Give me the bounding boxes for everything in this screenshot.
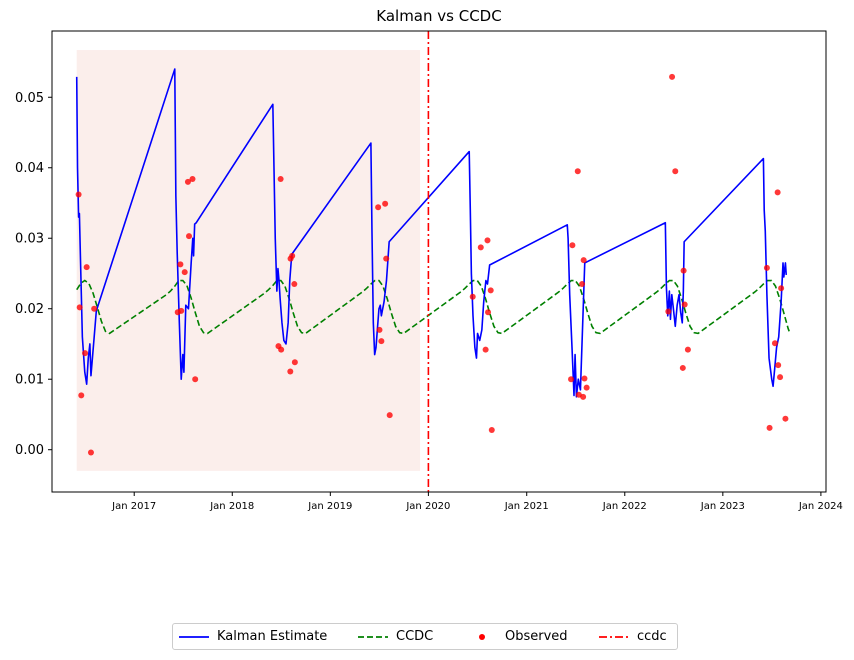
y-tick-label: 0.03 — [15, 232, 44, 247]
observed-point — [681, 301, 688, 308]
observed-point — [569, 242, 576, 249]
x-tick-label: Jan 2024 — [798, 501, 843, 512]
y-tick-label: 0.02 — [15, 302, 44, 317]
observed-point — [378, 338, 385, 345]
observed-point — [277, 176, 284, 183]
observed-point — [488, 426, 495, 433]
y-tick-label: 0.04 — [15, 161, 44, 176]
observed-point — [482, 346, 489, 353]
observed-point — [291, 359, 298, 366]
legend-marker-observed — [479, 633, 485, 640]
observed-point — [680, 267, 687, 274]
legend-label-kalman: Kalman Estimate — [217, 629, 328, 644]
observed-point — [583, 384, 590, 391]
observed-point — [192, 376, 199, 383]
observed-point — [568, 376, 575, 383]
observed-point — [778, 285, 785, 292]
observed-point — [580, 393, 587, 400]
observed-point — [679, 364, 686, 371]
observed-point — [75, 191, 82, 198]
observed-point — [477, 244, 484, 251]
observed-point — [82, 350, 89, 357]
observed-point — [777, 374, 784, 381]
observed-point — [574, 168, 581, 175]
x-tick-label: Jan 2017 — [111, 501, 156, 512]
legend-item-observed: Observed — [467, 624, 568, 649]
observed-point — [76, 304, 83, 311]
observed-point — [766, 424, 773, 431]
observed-point — [83, 264, 90, 271]
observed-point — [189, 176, 196, 183]
observed-point — [484, 237, 491, 244]
observed-point — [782, 415, 789, 422]
legend-item-kalman: Kalman Estimate — [179, 624, 327, 649]
observed-point — [78, 392, 85, 399]
legend-label-ccdc-vline: ccdc — [637, 629, 667, 644]
observed-point — [672, 168, 679, 175]
legend-marker-kalman — [179, 635, 209, 638]
x-tick-label: Jan 2021 — [504, 501, 549, 512]
legend-marker-ccdc-vline — [599, 635, 629, 638]
observed-point — [177, 261, 184, 268]
observed-point — [386, 412, 393, 419]
observed-point — [774, 189, 781, 196]
x-tick-label: Jan 2019 — [307, 501, 352, 512]
observed-point — [91, 305, 98, 312]
series-line-ccdc — [76, 279, 790, 335]
x-tick-label: Jan 2022 — [602, 501, 647, 512]
legend-item-ccdc-vline: ccdc — [599, 624, 667, 649]
observed-point — [771, 340, 778, 347]
x-tick-label: Jan 2020 — [405, 501, 450, 512]
observed-point — [487, 287, 494, 294]
x-tick-label: Jan 2023 — [700, 501, 745, 512]
observed-point — [469, 293, 476, 300]
observed-point — [184, 178, 191, 185]
series-line-kalman — [75, 68, 788, 398]
y-tick-label: 0.01 — [15, 373, 44, 388]
observed-point — [376, 326, 383, 333]
plot-frame — [51, 30, 827, 493]
observed-point — [382, 200, 389, 207]
observed-point — [485, 309, 492, 316]
legend-label-ccdc: CCDC — [396, 629, 434, 644]
observed-point — [289, 252, 296, 259]
observed-point — [579, 281, 586, 288]
legend-marker-ccdc — [358, 635, 388, 638]
observed-point — [763, 264, 770, 271]
shaded-region — [76, 50, 421, 471]
x-tick-label: Jan 2018 — [209, 501, 254, 512]
observed-point — [181, 269, 188, 276]
chart-legend: Kalman Estimate CCDC Observed ccdc — [172, 623, 678, 650]
chart-title: Kalman vs CCDC — [376, 7, 501, 25]
legend-label-observed: Observed — [505, 629, 568, 644]
observed-point — [186, 233, 193, 240]
observed-point — [684, 346, 691, 353]
observed-point — [178, 307, 185, 314]
observed-point — [775, 362, 782, 369]
y-tick-label: 0.00 — [15, 443, 44, 458]
legend-item-ccdc: CCDC — [358, 624, 433, 649]
observed-point — [669, 73, 676, 80]
observed-point — [375, 204, 382, 211]
y-tick-label: 0.05 — [15, 91, 44, 106]
observed-point — [383, 255, 390, 262]
observed-point — [580, 257, 587, 264]
observed-point — [291, 281, 298, 288]
observed-point — [665, 308, 672, 315]
observed-point — [287, 368, 294, 375]
observed-point — [581, 375, 588, 382]
observed-point — [87, 449, 94, 456]
observed-point — [278, 346, 285, 353]
